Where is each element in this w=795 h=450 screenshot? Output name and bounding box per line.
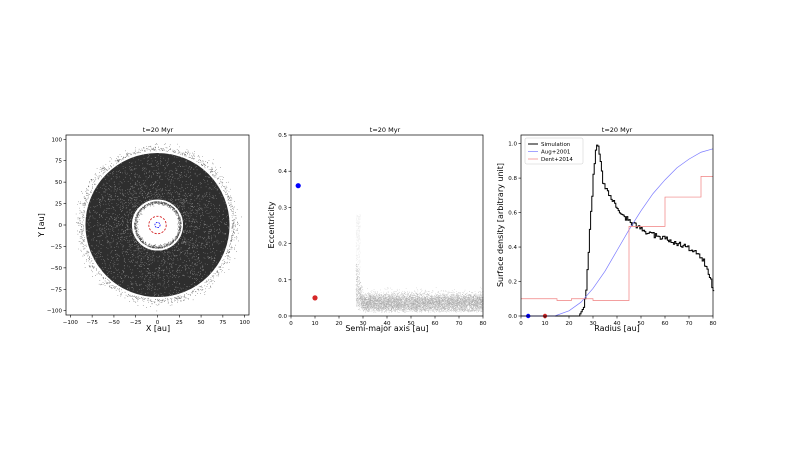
panel3-ylabel: Surface density [arbitrary unit] [496, 163, 505, 287]
x-tick-label: 30 [590, 321, 597, 327]
series-line-simulation [521, 144, 715, 317]
panel3-x-ticks: 0 10 20 30 40 50 60 70 80 [519, 316, 717, 327]
x-tick-label: 0 [519, 321, 523, 327]
x-tick-label: 0 [289, 321, 293, 327]
planet-point [312, 295, 318, 301]
y-tick-label: −75 [50, 287, 62, 293]
x-tick-label: 10 [312, 321, 319, 327]
x-tick-label: 50 [198, 320, 205, 326]
x-tick-label: 70 [686, 321, 693, 327]
y-tick-label: 0.6 [508, 211, 517, 217]
x-tick-label: −50 [108, 320, 120, 326]
y-tick-label: 1.0 [508, 142, 517, 148]
x-tick-label: 50 [408, 321, 415, 327]
y-tick-label: 0.8 [508, 176, 517, 182]
panel1-xlabel: X [au] [146, 324, 170, 333]
panel3-title: t=20 Myr [602, 126, 633, 134]
panel3-xlabel: Radius [au] [594, 324, 640, 333]
x-tick-label: −25 [130, 320, 142, 326]
panel2-title: t=20 Myr [370, 126, 401, 134]
x-tick-label: −75 [86, 320, 98, 326]
panel1-y-ticks: −100 −75 −50 −25 0 25 50 75 100 [47, 137, 66, 315]
y-tick-label: 0.2 [278, 242, 287, 248]
y-tick-label: −25 [50, 244, 62, 250]
panel1-ylabel: Y [au] [37, 213, 46, 238]
x-tick-label: 30 [360, 321, 367, 327]
y-tick-label: 0.0 [278, 314, 287, 320]
disk-speckle [83, 151, 232, 299]
y-tick-label: 0.3 [278, 205, 287, 211]
panel-eccentricity: t=20 Myr 0 10 20 30 40 50 60 70 80 0.00.10.20.30… [267, 126, 487, 333]
y-tick-label: 0.4 [278, 169, 287, 175]
x-tick-label: 10 [542, 321, 549, 327]
panel-surface-density: t=20 Myr 0 10 20 30 40 50 60 70 80 0.00.20.40.60… [496, 126, 717, 333]
y-tick-label: 0.2 [508, 280, 517, 286]
disk-particles [355, 264, 484, 313]
x-tick-label: 40 [384, 321, 391, 327]
disk-edge-particles [75, 143, 242, 312]
panel1-x-ticks: −100 −75 −50 −25 0 25 50 75 100 [63, 315, 250, 326]
y-tick-label: 0.4 [508, 245, 517, 251]
x-tick-label: 80 [480, 321, 487, 327]
x-tick-label: 75 [219, 320, 226, 326]
panel-xy-map: t=20 Myr −100 −75 −50 −25 0 25 50 75 100 −100 −75… [37, 126, 250, 333]
planet-point [295, 183, 301, 189]
y-tick-label: 0.0 [508, 314, 517, 320]
x-tick-label: 25 [176, 320, 183, 326]
disk-ring [85, 152, 230, 298]
x-tick-label: 60 [432, 321, 439, 327]
panel2-xlabel: Semi-major axis [au] [345, 324, 428, 333]
disk-inner-edge-particles [355, 214, 361, 273]
x-tick-label: 20 [336, 321, 343, 327]
panel2-y-ticks: 0.0 0.1 0.2 0.3 0.4 0.5 [278, 133, 291, 320]
x-tick-label: 100 [239, 320, 250, 326]
series-line-aug-2001 [521, 148, 714, 317]
panel2-frame [290, 134, 484, 317]
y-tick-label: 0 [59, 223, 63, 229]
panel3-plot-area [521, 144, 715, 319]
y-tick-label: 0.1 [278, 278, 287, 284]
series-line-dent-2014 [521, 176, 713, 301]
panel1-plot-area [75, 143, 242, 312]
inner-planet-orbit [154, 221, 161, 229]
x-tick-label: 0 [156, 320, 160, 326]
y-tick-label: 100 [52, 137, 63, 143]
x-tick-label: 60 [662, 321, 669, 327]
y-tick-label: 50 [55, 180, 62, 186]
legend-label: Dent+2014 [541, 157, 573, 163]
panel3-y-ticks: 0.0 0.2 0.4 0.6 0.8 1.0 [508, 142, 521, 320]
x-tick-label: 40 [614, 321, 621, 327]
legend-label: Simulation [541, 142, 571, 148]
legend-label: Aug+2001 [541, 150, 570, 156]
planet-orbit [148, 215, 167, 235]
y-tick-label: −100 [47, 309, 63, 315]
x-tick-label: 20 [566, 321, 573, 327]
x-tick-label: 80 [710, 321, 717, 327]
y-tick-label: 0.5 [278, 133, 287, 139]
y-tick-label: 75 [55, 159, 62, 165]
panel2-x-ticks: 0 10 20 30 40 50 60 70 80 [289, 316, 487, 327]
panel2-plot-area [295, 183, 484, 313]
panel2-ylabel: Eccentricity [267, 201, 276, 248]
y-tick-label: 25 [55, 202, 62, 208]
x-tick-label: −100 [63, 320, 79, 326]
panel1-title: t=20 Myr [143, 126, 174, 134]
x-tick-label: 50 [638, 321, 645, 327]
legend-box [524, 137, 584, 165]
y-tick-label: −50 [50, 266, 62, 272]
x-tick-label: 70 [456, 321, 463, 327]
